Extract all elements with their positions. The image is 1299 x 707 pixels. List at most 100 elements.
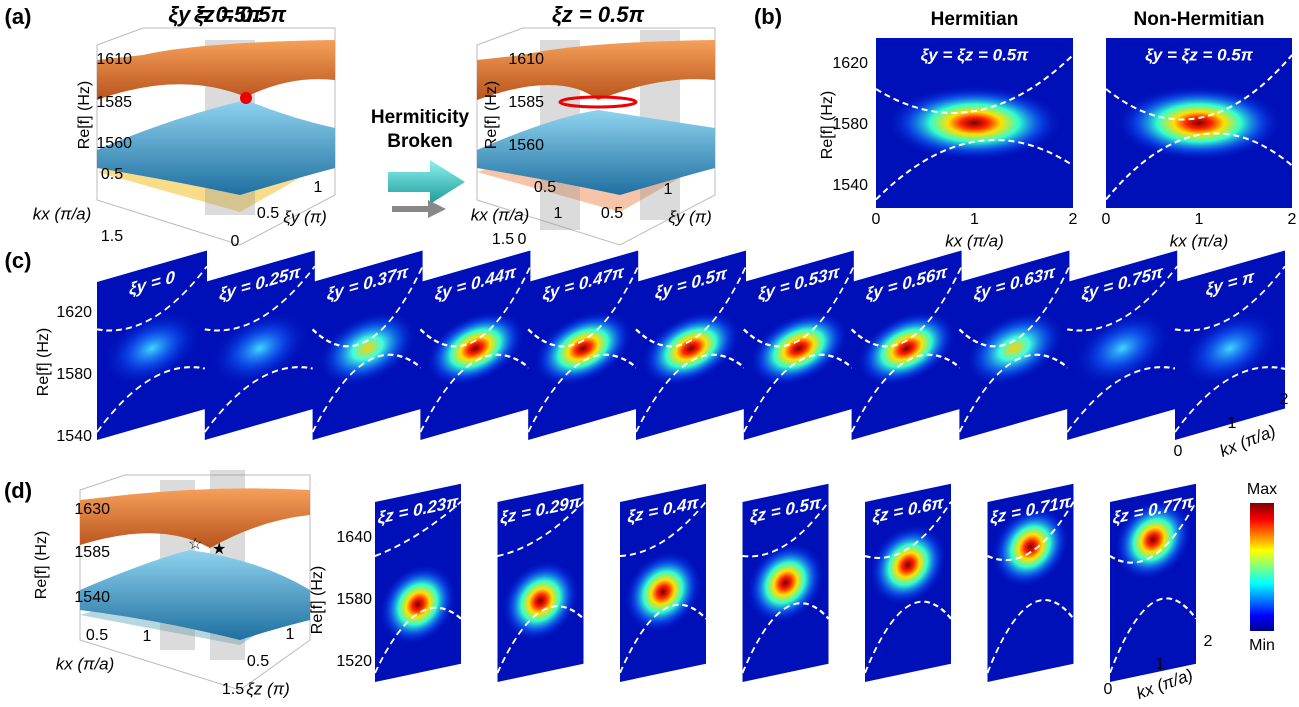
arrow-text: Hermiticity — [371, 107, 470, 128]
heatmap: ξz = 0.6π — [865, 484, 951, 682]
y-axis-label: Re[f] (Hz) — [819, 91, 836, 159]
panel-label: (a) — [5, 4, 32, 29]
heatmap: ξy = 0.75π — [1067, 250, 1177, 440]
kx-tick-label: 0.5 — [534, 179, 556, 196]
x-tick-label: 1 — [1228, 415, 1237, 432]
xi-tick-label: 0 — [518, 231, 527, 248]
arrow-shadow — [392, 200, 446, 218]
x-tick-label: 2 — [1280, 391, 1289, 408]
page: {"panel_a":{"label":"(a)", "left":{"titl… — [0, 0, 1299, 707]
xi-tick-label: 0.5 — [257, 205, 279, 222]
heatmap: ξz = 0.5π — [743, 484, 829, 682]
xi-axis-label: ξy (π) — [668, 207, 712, 226]
y-tick-label: 1580 — [336, 591, 372, 608]
x-tick-label: 1 — [970, 211, 979, 228]
panel-label: (d) — [4, 478, 32, 503]
plot-title: Non-Hermitian — [1134, 9, 1265, 30]
heatmap: ξy = 0 — [97, 250, 207, 440]
kx-tick-label: 1.5 — [101, 228, 123, 245]
heatmap: ξy = π — [1175, 250, 1285, 440]
degeneracy-point — [240, 92, 252, 104]
title: ξy = 0.5π — [168, 2, 262, 27]
heatmap: ξy = 0.63π — [959, 250, 1069, 440]
xi-tick-label: 1 — [664, 181, 673, 198]
ep-marker: ★ — [212, 541, 226, 558]
z-tick-label: 1560 — [96, 135, 132, 152]
arrows — [388, 160, 465, 218]
z-axis-label: Re[f] (Hz) — [33, 531, 50, 599]
z-tick-label: 1585 — [74, 544, 110, 561]
ep-marker: ☆ — [188, 536, 202, 553]
y-axis-label: Re[f] (Hz) — [309, 566, 326, 634]
heatmap: ξy = 0.47π — [528, 250, 638, 440]
heatmap: ξy = 0.44π — [420, 250, 530, 440]
z-tick-label: 1610 — [508, 51, 544, 68]
frame-label: ξy = ξz = 0.5π — [921, 45, 1030, 64]
z-tick-label: 1585 — [508, 94, 544, 111]
x-tick-label: 2 — [1204, 633, 1213, 650]
heatmap: ξz = 0.71π — [988, 484, 1074, 682]
x-tick-label: 2 — [1288, 211, 1297, 228]
y-tick-label: 1580 — [832, 116, 868, 133]
colorbar — [1250, 503, 1274, 631]
y-tick-label: 1580 — [56, 366, 92, 383]
kx-tick-label: 1 — [143, 628, 152, 645]
heatmap: ξz = 0.29π — [498, 484, 584, 682]
x-axis-label: kx (π/a) — [1170, 231, 1229, 250]
y-tick-label: 1540 — [56, 428, 92, 445]
kx-tick-label: 1.5 — [492, 231, 514, 248]
heatmap: ξy = 0.37π — [313, 250, 423, 440]
frame-label: ξy = ξz = 0.5π — [1145, 45, 1254, 64]
heatmap: ξz = 0.4π — [620, 484, 706, 682]
xi-axis-label: ξz (π) — [246, 679, 290, 698]
panel-label: (c) — [5, 248, 32, 273]
kx-tick-label: 1.5 — [222, 681, 244, 698]
x-tick-label: 0 — [1102, 211, 1111, 228]
heatmap: ξy = 0.53π — [744, 250, 854, 440]
z-tick-label: 1560 — [508, 137, 544, 154]
x-tick-label: 2 — [1069, 211, 1078, 228]
arrow-text: Broken — [387, 131, 452, 152]
y-tick-label: 1640 — [336, 529, 372, 546]
arrow — [388, 160, 465, 204]
x-tick-label: 1 — [1195, 211, 1204, 228]
z-tick-label: 1610 — [96, 51, 132, 68]
kx-axis-label: kx (π/a) — [56, 654, 115, 673]
colorbar-min: Min — [1249, 637, 1275, 654]
z-axis-label: Re[f] (Hz) — [76, 81, 93, 149]
z-tick-label: 1585 — [96, 94, 132, 111]
heatmap: ξz = 0.77π — [1110, 484, 1196, 682]
heatmap: ξz = 0.23π — [375, 484, 461, 682]
intensity — [886, 86, 1063, 161]
heatmap: ξy = 0.25π — [205, 250, 315, 440]
x-tick-label: 0 — [1104, 681, 1113, 698]
z-tick-label: 1540 — [74, 589, 110, 606]
surface-plot-d: ☆ ★ — [80, 470, 310, 690]
heatmap: ξy = 0.56π — [852, 250, 962, 440]
y-tick-label: 1620 — [56, 304, 92, 321]
kx-tick-label: 0.5 — [86, 627, 108, 644]
intensity — [1115, 86, 1282, 161]
heatmap: ξy = ξz = 0.5π — [876, 38, 1073, 208]
z-tick-label: 1630 — [74, 501, 110, 518]
z-axis-label: Re[f] (Hz) — [483, 81, 500, 149]
xi-tick-label: 1 — [314, 179, 323, 196]
lower-band — [80, 550, 310, 640]
kx-tick-label: 1 — [554, 205, 563, 222]
x-axis-label: kx (π/a) — [1217, 421, 1278, 461]
heatmap: ξy = 0.5π — [636, 250, 746, 440]
kx-tick-label: 0.5 — [101, 166, 123, 183]
plot-title: Hermitian — [931, 9, 1019, 30]
xi-tick-label: 0.5 — [601, 205, 623, 222]
x-axis-label: kx (π/a) — [945, 231, 1004, 250]
colorbar-max: Max — [1247, 481, 1277, 498]
title: ξz = 0.5π — [552, 2, 645, 27]
x-tick-label: 0 — [1174, 443, 1183, 460]
xi-tick-label: 0 — [231, 233, 240, 250]
x-tick-label: 1 — [1156, 656, 1165, 673]
panel-label: (b) — [754, 4, 782, 29]
xi-tick-label: 0.5 — [247, 653, 269, 670]
heatmap: ξy = ξz = 0.5π — [1106, 38, 1292, 208]
figure: ☆ ★ (a)(b)(c)(d)ξz = 0.5π161015851560Re[… — [0, 0, 1299, 707]
xi-tick-label: 1 — [286, 626, 295, 643]
